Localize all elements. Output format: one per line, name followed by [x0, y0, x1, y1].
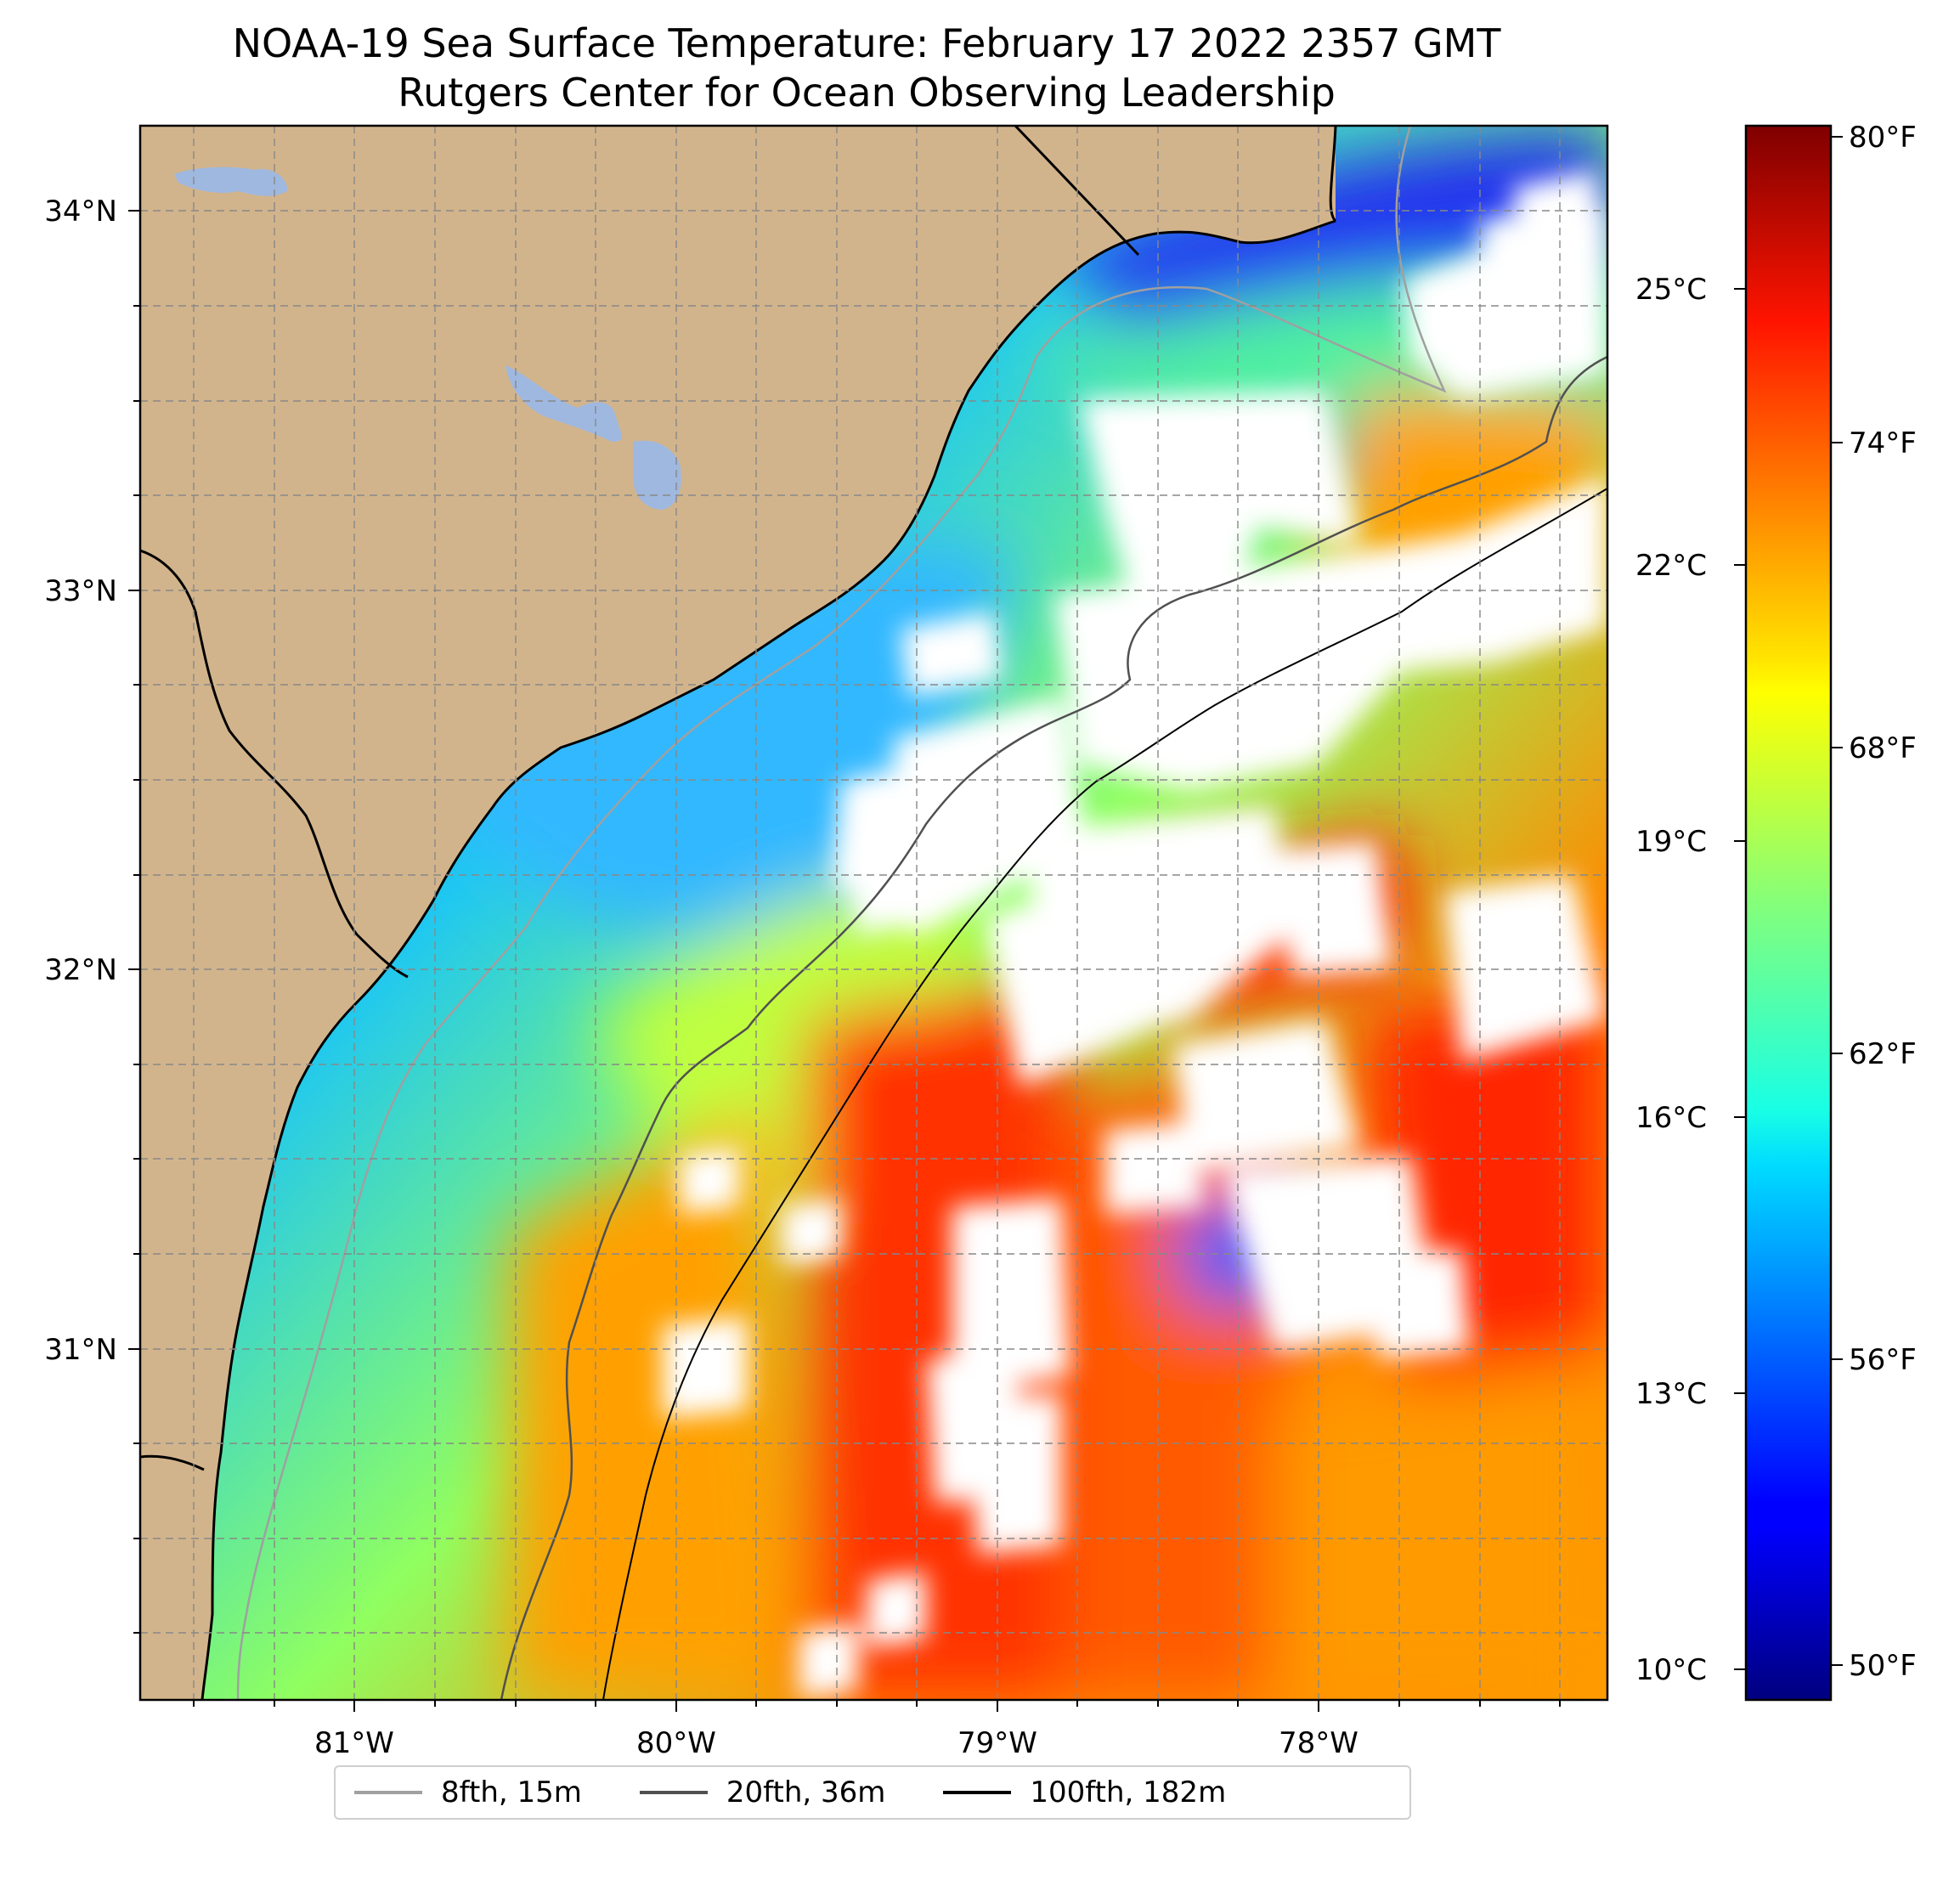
- coastline: [140, 126, 1337, 1700]
- celsius-tick-label: 22°C: [1635, 549, 1707, 583]
- land-mass: [140, 126, 1336, 1700]
- fahrenheit-tick-label: 56°F: [1849, 1343, 1917, 1377]
- legend-label-20fth: 20fth, 36m: [726, 1776, 886, 1809]
- celsius-tick-label: 19°C: [1635, 825, 1707, 859]
- legend-label-8fth: 8fth, 15m: [441, 1776, 582, 1809]
- legend-swatch-8fth: [354, 1791, 422, 1794]
- isobath-20fth: [500, 355, 1607, 1700]
- fahrenheit-tick-label: 80°F: [1849, 121, 1917, 155]
- map-title: NOAA-19 Sea Surface Temperature: Februar…: [0, 19, 1733, 117]
- isobath-8fth: [236, 126, 1447, 1700]
- gridlines: [140, 126, 1607, 1700]
- colorbar: [1744, 124, 1833, 1702]
- legend-item-20fth: 20fth, 36m: [621, 1776, 886, 1809]
- legend-swatch-20fth: [639, 1791, 708, 1794]
- cloud-mask: [663, 170, 1607, 1699]
- lat-tick-label: 31°N: [44, 1333, 117, 1367]
- lakes: [174, 167, 681, 510]
- title-line-2: Rutgers Center for Ocean Observing Leade…: [398, 70, 1336, 116]
- lon-tick-label: 79°W: [957, 1726, 1037, 1760]
- fahrenheit-tick-label: 62°F: [1849, 1037, 1917, 1071]
- map-tick-marks: [128, 210, 1561, 1712]
- isobath-100fth: [602, 488, 1607, 1700]
- celsius-tick-label: 25°C: [1635, 273, 1707, 307]
- celsius-tick-label: 16°C: [1635, 1101, 1707, 1135]
- lat-tick-label: 32°N: [44, 953, 117, 987]
- fahrenheit-tick-label: 68°F: [1849, 731, 1917, 765]
- celsius-tick-label: 13°C: [1635, 1377, 1707, 1411]
- isobath-legend: 8fth, 15m 20fth, 36m 100fth, 182m: [334, 1765, 1411, 1820]
- legend-swatch-100fth: [943, 1791, 1012, 1794]
- map-area: [140, 126, 1607, 1700]
- fahrenheit-tick-label: 74°F: [1849, 426, 1917, 460]
- colorbar-ticks: [1734, 136, 1843, 1670]
- lat-tick-label: 34°N: [44, 195, 117, 229]
- fahrenheit-tick-label: 50°F: [1849, 1649, 1917, 1683]
- map-frame: [138, 124, 1609, 1702]
- legend-item-100fth: 100fth, 182m: [924, 1776, 1226, 1809]
- celsius-tick-label: 10°C: [1635, 1653, 1707, 1687]
- lon-tick-label: 78°W: [1279, 1726, 1358, 1760]
- title-line-1: NOAA-19 Sea Surface Temperature: Februar…: [232, 20, 1501, 66]
- legend-item-8fth: 8fth, 15m: [336, 1776, 582, 1809]
- legend-label-100fth: 100fth, 182m: [1030, 1776, 1227, 1809]
- lon-tick-label: 81°W: [314, 1726, 394, 1760]
- lat-tick-label: 33°N: [44, 574, 117, 608]
- lon-tick-label: 80°W: [636, 1726, 716, 1760]
